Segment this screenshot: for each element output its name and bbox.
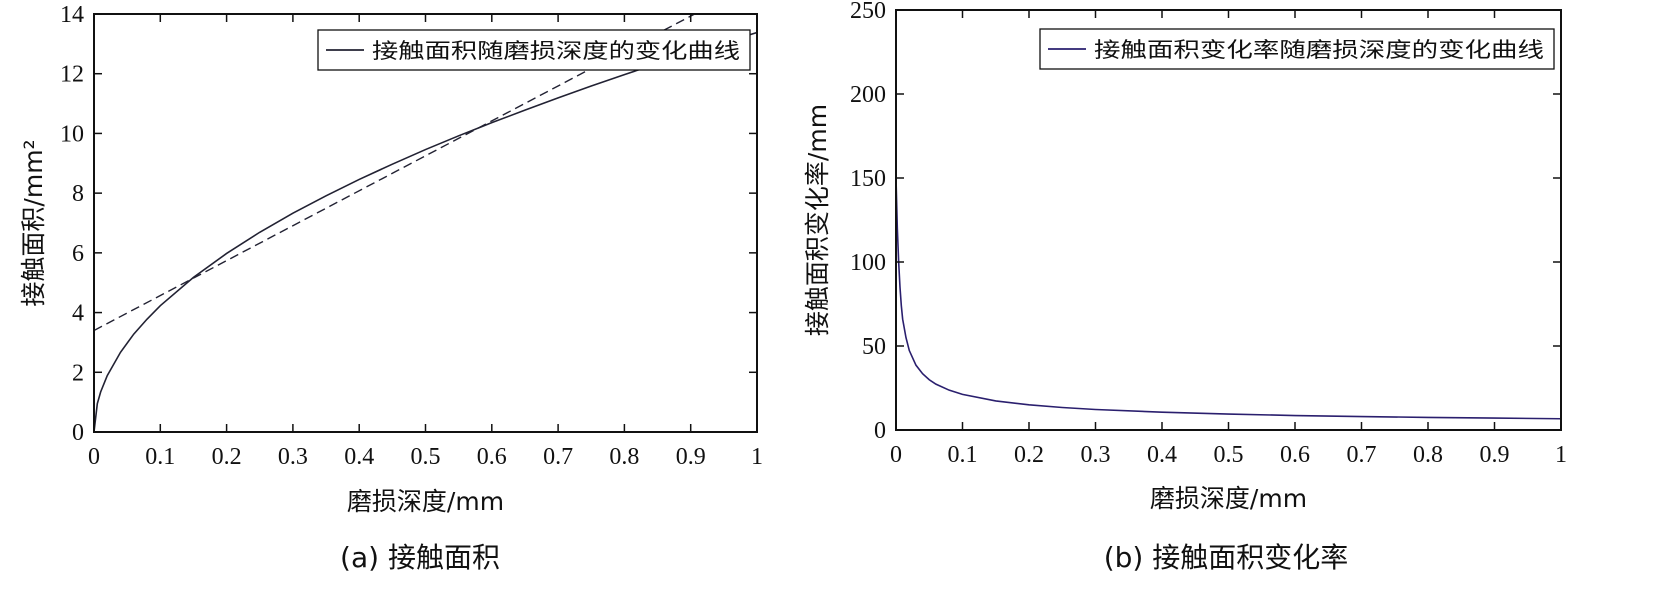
x-tick-label: 0.8	[1413, 442, 1443, 468]
series-line	[94, 31, 757, 432]
x-tick-label: 0.4	[1147, 442, 1177, 468]
y-axis-title: 接触面积变化率/mm	[803, 104, 832, 336]
y-tick-label: 150	[850, 166, 886, 192]
plot-frame	[93, 13, 758, 433]
x-tick-label: 0	[890, 442, 902, 468]
chart-panel-a: 0 0.1 0.2 0.3 0.4 0.5 0.6 0.7 0.8 0.9 102468101214…	[19, 2, 763, 574]
y-axis-title: 接触面积/mm²	[19, 139, 48, 306]
y-tick-label: 2	[72, 360, 84, 386]
x-tick-label: 0.1	[948, 442, 978, 468]
x-tick-label: 1	[751, 444, 763, 470]
legend: 接触面积随磨损深度的变化曲线	[317, 29, 751, 71]
x-tick-label: 0.6	[477, 444, 507, 470]
x-tick-label: 0.7	[1347, 442, 1377, 468]
y-tick-label: 0	[874, 418, 886, 444]
x-tick-label: 0.5	[1214, 442, 1244, 468]
x-tick-label: 0.5	[411, 444, 441, 470]
x-axis-title: 磨损深度/mm	[347, 487, 504, 516]
legend-box	[1039, 28, 1555, 70]
legend: 接触面积变化率随磨损深度的变化曲线	[1039, 28, 1555, 70]
plot-frame	[895, 9, 1562, 431]
y-tick-label: 6	[72, 241, 84, 267]
x-tick-label: 0.3	[1081, 442, 1111, 468]
panel-caption: (a) 接触面积	[340, 541, 500, 574]
series-line	[896, 177, 1561, 420]
y-tick-label: 250	[850, 0, 886, 24]
x-tick-label: 0.2	[1014, 442, 1044, 468]
y-tick-label: 10	[60, 121, 84, 147]
x-tick-label: 0.9	[676, 444, 706, 470]
legend-label: 接触面积随磨损深度的变化曲线	[372, 39, 740, 63]
x-tick-label: 0.2	[212, 444, 242, 470]
legend-label: 接触面积变化率随磨损深度的变化曲线	[1094, 38, 1544, 62]
legend-box	[317, 29, 751, 71]
y-tick-label: 0	[72, 420, 84, 446]
x-tick-label: 0.8	[609, 444, 639, 470]
y-tick-label: 14	[60, 2, 84, 28]
y-tick-label: 8	[72, 181, 84, 207]
y-tick-label: 4	[72, 301, 84, 327]
panel-caption: (b) 接触面积变化率	[1104, 541, 1349, 574]
x-tick-label: 0.7	[543, 444, 573, 470]
x-tick-label: 0.3	[278, 444, 308, 470]
x-tick-label: 1	[1555, 442, 1567, 468]
x-tick-label: 0.4	[344, 444, 374, 470]
x-axis-title: 磨损深度/mm	[1150, 484, 1307, 513]
x-tick-label: 0.9	[1480, 442, 1510, 468]
chart-panel-b: 0 0.1 0.2 0.3 0.4 0.5 0.6 0.7 0.8 0.9 1 0 50 100 150 20…	[803, 0, 1567, 574]
x-tick-label: 0.1	[145, 444, 175, 470]
y-tick-label: 100	[850, 250, 886, 276]
x-tick-label: 0	[88, 444, 100, 470]
y-tick-label: 50	[862, 334, 886, 360]
x-tick-label: 0.6	[1280, 442, 1310, 468]
y-tick-label: 12	[60, 62, 84, 88]
y-tick-label: 200	[850, 82, 886, 108]
